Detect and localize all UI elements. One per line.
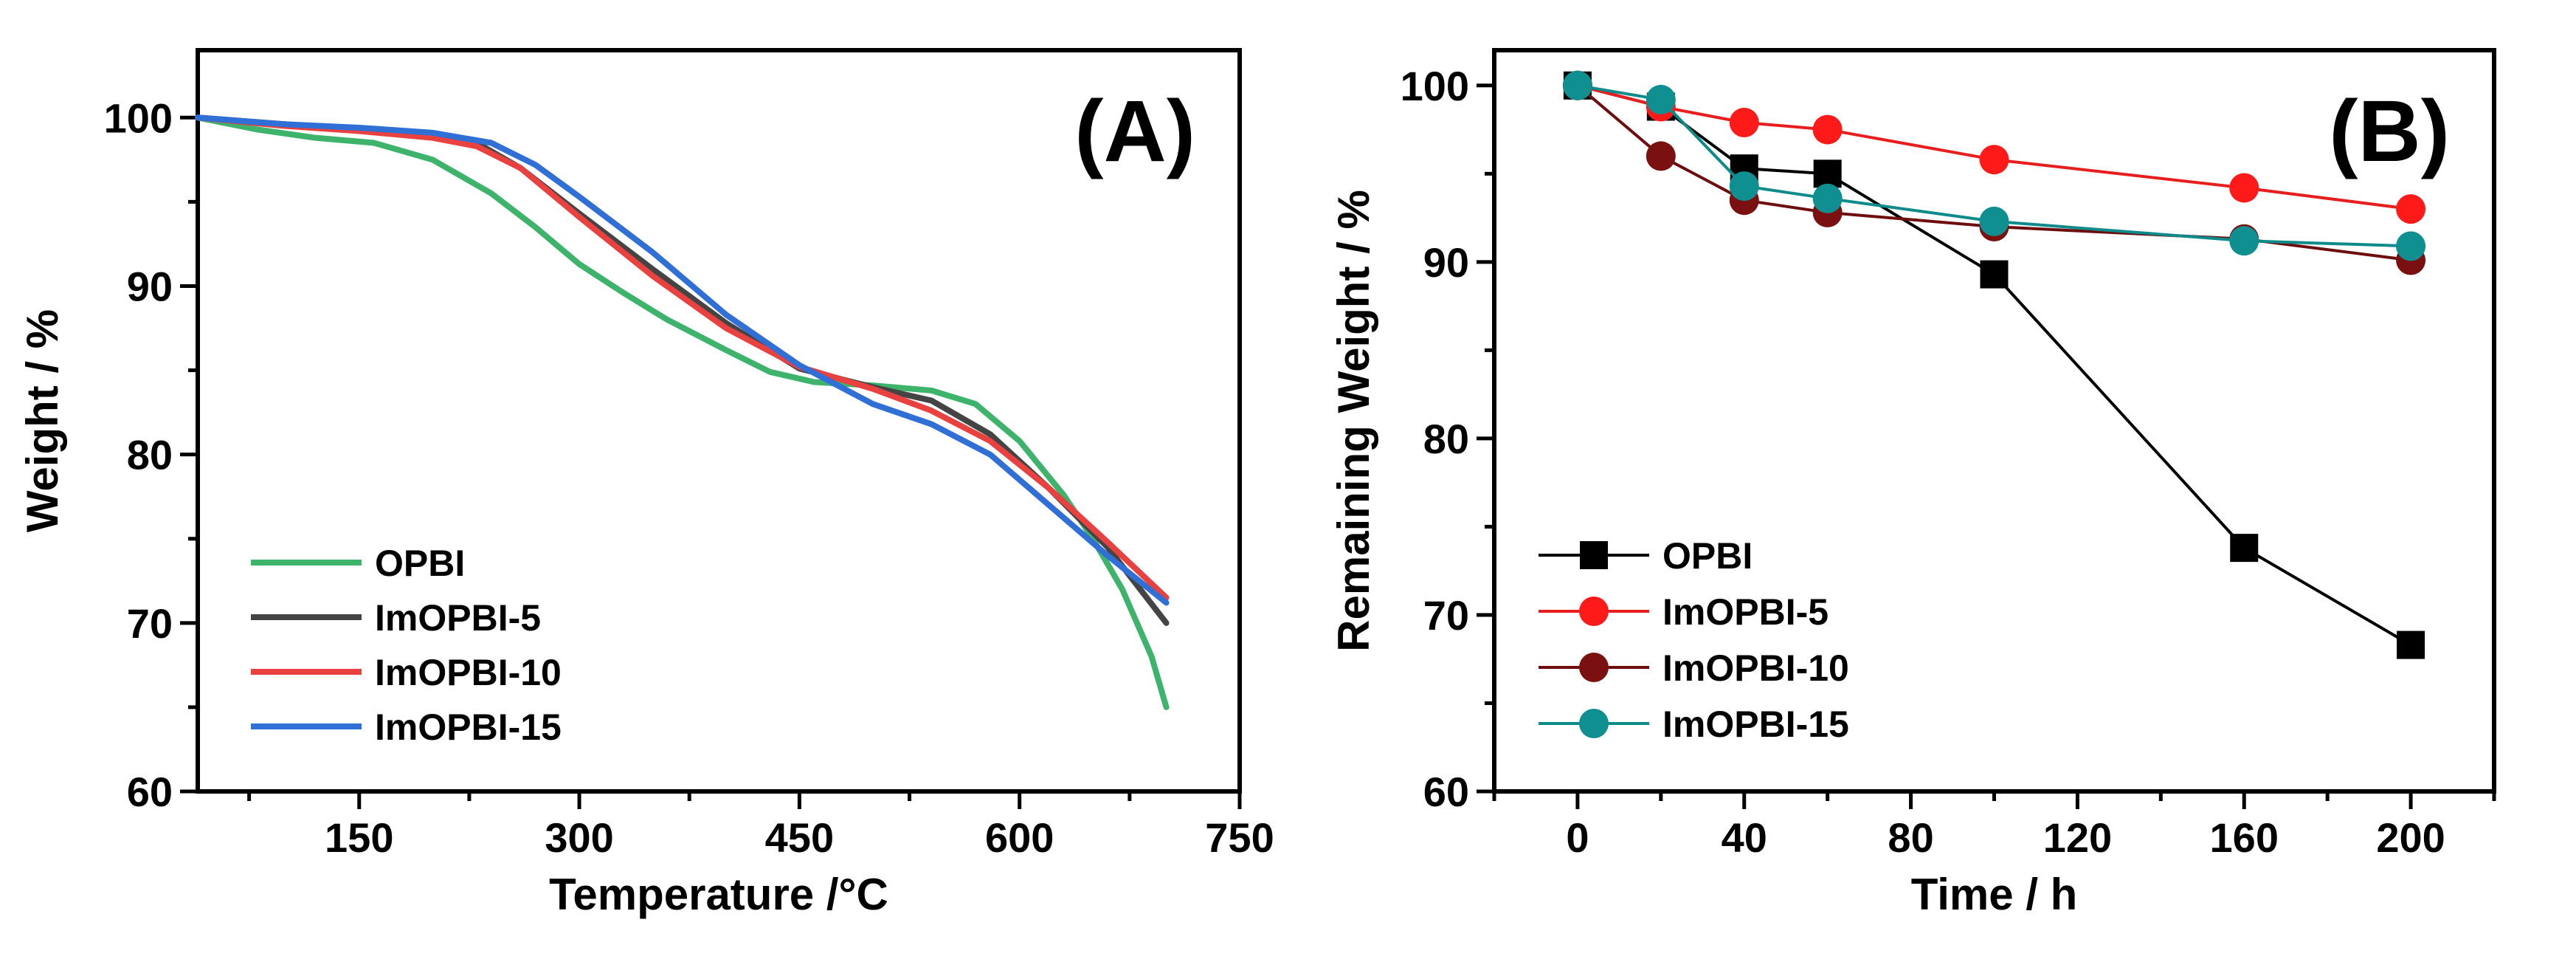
series-line-A-2 — [195, 114, 1170, 626]
legend-label-B-3: ImOPBI-10 — [1662, 647, 1849, 689]
y-axis-title-A: Weight / % — [18, 309, 67, 532]
y-tick-label-A: 100 — [104, 94, 173, 141]
x-tick-label-B: 160 — [2210, 814, 2279, 861]
panel-label-A: (A) — [1074, 83, 1195, 180]
x-tick-label-A: 450 — [765, 814, 834, 861]
data-point-B-2 — [1812, 114, 1843, 145]
legend-label-A-1: OPBI — [375, 543, 465, 584]
y-tick-label-A: 60 — [127, 769, 173, 815]
x-tick-label-A: 300 — [545, 814, 613, 861]
x-axis-title-B: Time / h — [1911, 870, 2078, 919]
legend-A: OPBI ImOPBI-5 ImOPBI-10 ImOPBI-15 — [251, 543, 562, 748]
y-axis-title-B: Remaining Weight / % — [1329, 190, 1378, 652]
data-point-B-4 — [1812, 183, 1843, 213]
legend-label-B-1: OPBI — [1662, 535, 1753, 577]
legend-marker-B-2 — [1579, 597, 1609, 626]
y-tick-label-B: 60 — [1423, 769, 1469, 815]
y-tick-label-B: 70 — [1423, 592, 1469, 639]
y-tick-label-B: 90 — [1423, 239, 1469, 286]
data-point-B-1 — [1813, 159, 1842, 188]
data-point-B-2 — [1729, 108, 1759, 138]
y-tick-label-B: 100 — [1401, 63, 1469, 109]
y-tick-label-A: 90 — [127, 263, 173, 309]
legend-marker-B-1 — [1580, 541, 1608, 569]
data-point-B-2 — [1979, 145, 2009, 175]
x-tick-label-B: 80 — [1888, 814, 1933, 861]
series-line-A-4 — [195, 114, 1170, 606]
x-tick-label-A: 600 — [985, 814, 1054, 861]
legend-label-B-2: ImOPBI-5 — [1662, 591, 1829, 633]
panel-A: 150 300 450 600 750 60 70 80 90 100 Temperature /°… — [18, 48, 1274, 919]
panel-B: 0 40 80 120 160 200 60 70 80 90 100 Time / h Remaini… — [1329, 48, 2496, 919]
data-point-B-1 — [2397, 630, 2425, 659]
x-tick-label-A: 750 — [1205, 814, 1274, 861]
panel-label-B: (B) — [2329, 83, 2450, 180]
legend-marker-B-4 — [1579, 709, 1609, 738]
series-line-A-3 — [195, 114, 1170, 601]
data-point-B-1 — [1980, 260, 2009, 289]
data-point-B-1 — [2230, 534, 2259, 563]
y-tick-label-A: 70 — [127, 600, 173, 647]
legend-B: OPBI ImOPBI-5 ImOPBI-10 ImOPBI-15 — [1539, 535, 1849, 745]
data-point-B-2 — [2396, 194, 2426, 224]
data-point-B-2 — [2229, 173, 2259, 203]
y-tick-label-B: 80 — [1423, 416, 1469, 462]
x-tick-label-B: 0 — [1566, 814, 1589, 861]
data-point-B-4 — [1646, 84, 1676, 114]
data-point-B-4 — [1979, 206, 2009, 236]
y-tick-label-A: 80 — [127, 432, 173, 478]
legend-label-A-4: ImOPBI-15 — [375, 707, 562, 748]
x-tick-label-A: 150 — [325, 814, 393, 861]
data-point-B-4 — [2396, 231, 2426, 261]
x-tick-label-B: 120 — [2043, 814, 2112, 861]
x-tick-label-B: 200 — [2376, 814, 2445, 861]
plot-frame-A — [196, 48, 1242, 794]
x-axis-title-A: Temperature /°C — [549, 870, 888, 919]
legend-label-B-4: ImOPBI-15 — [1662, 704, 1849, 745]
data-point-B-3 — [1646, 141, 1676, 171]
data-point-B-4 — [1562, 70, 1592, 100]
legend-label-A-3: ImOPBI-10 — [375, 652, 562, 693]
legend-marker-B-3 — [1579, 653, 1609, 682]
legend-label-A-2: ImOPBI-5 — [375, 597, 541, 639]
data-point-B-4 — [1729, 171, 1759, 202]
x-tick-label-B: 40 — [1722, 814, 1767, 861]
data-point-B-4 — [2229, 226, 2259, 256]
